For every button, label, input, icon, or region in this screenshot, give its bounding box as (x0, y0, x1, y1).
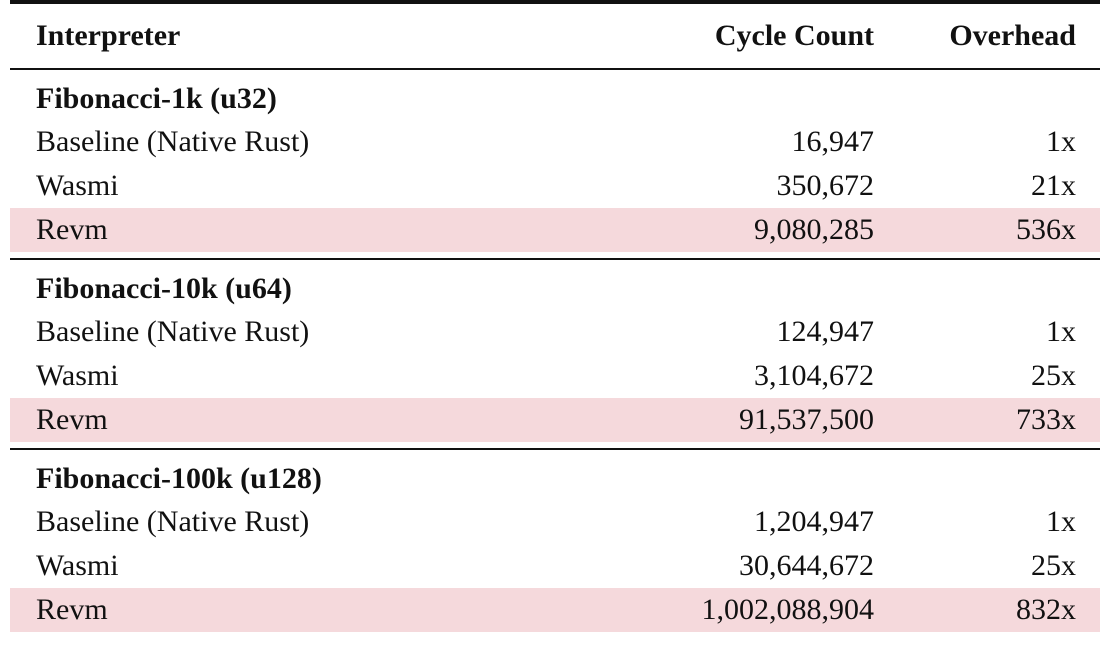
group-title-label: Fibonacci-10k (u64) (36, 272, 292, 305)
cell-overhead: 21x (1031, 169, 1076, 202)
cell-overhead: 536x (1016, 213, 1076, 246)
benchmark-table: Interpreter Cycle Count Overhead Fibonac… (10, 0, 1100, 632)
top-rule (10, 0, 1100, 4)
cell-cycle-count: 91,537,500 (739, 403, 874, 436)
cell-overhead: 25x (1031, 549, 1076, 582)
cell-interpreter: Baseline (Native Rust) (36, 505, 310, 538)
cell-interpreter: Wasmi (36, 359, 119, 392)
header-interpreter: Interpreter (36, 19, 181, 52)
table-row-highlighted: Revm 1,002,088,904 832x (10, 588, 1100, 632)
cell-cycle-count: 350,672 (776, 169, 875, 202)
cell-overhead: 832x (1016, 593, 1076, 626)
group-title-label: Fibonacci-1k (u32) (36, 82, 277, 115)
cell-interpreter: Baseline (Native Rust) (36, 125, 310, 158)
cell-interpreter: Revm (36, 593, 108, 626)
cell-overhead: 733x (1016, 403, 1076, 436)
group-title: Fibonacci-1k (u32) (10, 70, 1100, 120)
group-title: Fibonacci-10k (u64) (10, 260, 1100, 310)
cell-cycle-count: 9,080,285 (754, 213, 874, 246)
cell-cycle-count: 1,002,088,904 (701, 593, 875, 626)
table-header: Interpreter Cycle Count Overhead (10, 4, 1100, 68)
group-rule (10, 448, 1100, 450)
header-cycle-count: Cycle Count (714, 19, 874, 52)
cell-overhead: 1x (1046, 315, 1076, 348)
group-rule (10, 258, 1100, 260)
header-overhead: Overhead (949, 19, 1076, 52)
table-row: Wasmi 3,104,672 25x (10, 354, 1100, 398)
table-row: Baseline (Native Rust) 16,947 1x (10, 120, 1100, 164)
cell-interpreter: Revm (36, 403, 108, 436)
group-title: Fibonacci-100k (u128) (10, 450, 1100, 500)
cell-interpreter: Revm (36, 213, 108, 246)
header-rule (10, 68, 1100, 70)
cell-cycle-count: 124,947 (776, 315, 875, 348)
table-row: Wasmi 30,644,672 25x (10, 544, 1100, 588)
cell-cycle-count: 30,644,672 (739, 549, 874, 582)
table-row: Baseline (Native Rust) 124,947 1x (10, 310, 1100, 354)
cell-cycle-count: 1,204,947 (754, 505, 874, 538)
table-row: Wasmi 350,672 21x (10, 164, 1100, 208)
cell-interpreter: Baseline (Native Rust) (36, 315, 310, 348)
cell-interpreter: Wasmi (36, 549, 119, 582)
cell-cycle-count: 16,947 (791, 125, 875, 158)
cell-interpreter: Wasmi (36, 169, 119, 202)
table-row: Baseline (Native Rust) 1,204,947 1x (10, 500, 1100, 544)
cell-overhead: 1x (1046, 125, 1076, 158)
group-title-label: Fibonacci-100k (u128) (36, 462, 322, 495)
table-row-highlighted: Revm 91,537,500 733x (10, 398, 1100, 442)
cell-overhead: 1x (1046, 505, 1076, 538)
cell-overhead: 25x (1031, 359, 1076, 392)
table-row-highlighted: Revm 9,080,285 536x (10, 208, 1100, 252)
cell-cycle-count: 3,104,672 (754, 359, 874, 392)
